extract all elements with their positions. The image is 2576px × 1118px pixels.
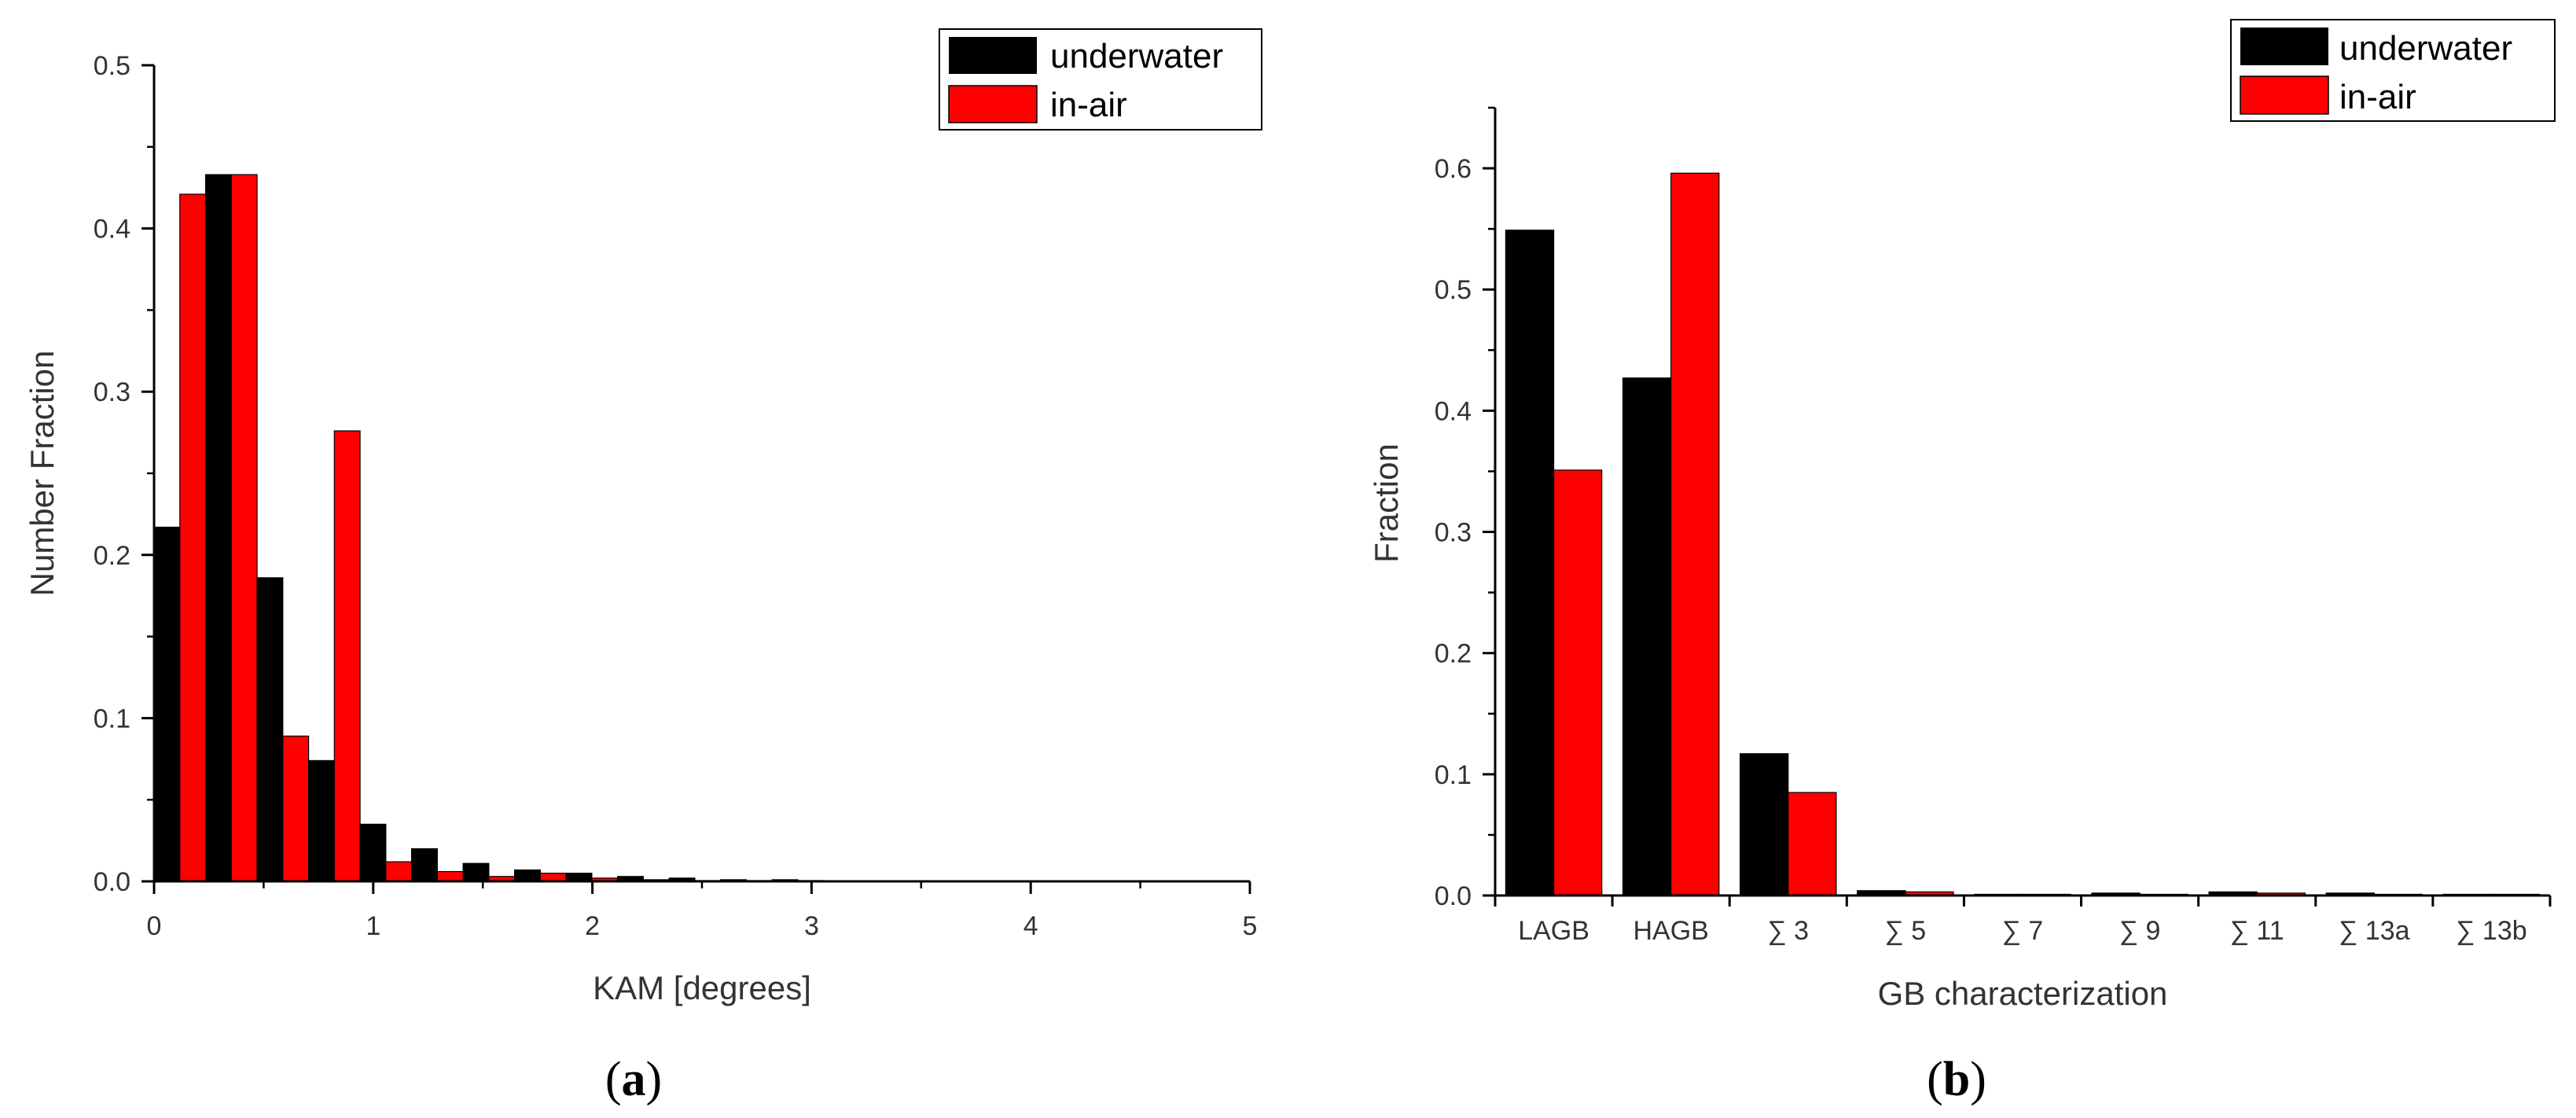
y-tick-label-b: 0.4 <box>1435 396 1472 426</box>
bar-a-in-air-7 <box>539 873 567 882</box>
x-tick-label-b: ∑ 7 <box>2002 916 2044 946</box>
legend-a: underwater in-air <box>939 28 1262 131</box>
x-tick-label-b: ∑ 5 <box>1885 916 1927 946</box>
legend-label-in-air-b: in-air <box>2339 78 2416 116</box>
x-axis-title-b: GB characterization <box>1878 975 2168 1012</box>
x-tick-label-b: HAGB <box>1633 916 1708 946</box>
y-axis-title-a: Number Fraction <box>24 351 61 597</box>
legend-swatch-in-air-b <box>2240 75 2329 115</box>
y-tick-label-a: 0.2 <box>94 541 130 571</box>
legend-swatch-in-air-a <box>948 85 1038 123</box>
legend-swatch-underwater-b <box>2240 28 2328 65</box>
legend-label-underwater-a: underwater <box>1050 37 1223 75</box>
bar-a-underwater-4 <box>359 823 387 882</box>
bar-a-in-air-1 <box>230 174 258 882</box>
bar-a-underwater-7 <box>514 869 541 882</box>
y-tick-label-b: 0.1 <box>1435 760 1472 790</box>
bar-b-in-air-2 <box>1788 792 1837 896</box>
bar-b-in-air-1 <box>1670 172 1720 896</box>
y-tick-label-a: 0.1 <box>94 704 130 734</box>
x-tick-label-b: ∑ 3 <box>1767 916 1809 946</box>
panel-label-a: (a) <box>605 1053 662 1106</box>
y-tick-label-a: 0.3 <box>94 377 130 407</box>
x-tick-label-a: 2 <box>585 911 600 941</box>
y-ticks-a: 0.0 0.1 0.2 0.3 0.4 0.5 <box>94 51 154 897</box>
bar-a-in-air-2 <box>282 735 310 882</box>
x-tick-label-a: 4 <box>1023 911 1038 941</box>
bar-a-in-air-0 <box>179 193 207 882</box>
bars-a <box>153 174 825 882</box>
x-ticks-a: 0 1 2 3 4 5 <box>147 881 1258 941</box>
y-tick-label-b: 0.0 <box>1435 881 1472 911</box>
bar-a-underwater-6 <box>462 862 490 882</box>
x-tick-label-b: ∑ 9 <box>2119 916 2161 946</box>
bar-a-underwater-8 <box>565 873 593 882</box>
x-ticks-b: LAGB HAGB ∑ 3 ∑ 5 ∑ 7 ∑ 9 ∑ 11 ∑ 13a ∑ 13b <box>1494 896 2552 946</box>
panel-label-b: (b) <box>1927 1053 1986 1106</box>
legend-label-underwater-b: underwater <box>2339 29 2512 68</box>
x-tick-label-b: ∑ 13a <box>2339 916 2410 946</box>
bar-b-underwater-2 <box>1740 753 1789 896</box>
bars-b <box>1505 172 2541 896</box>
y-tick-label-a: 0.5 <box>94 51 130 81</box>
y-tick-label-a: 0.0 <box>94 867 130 897</box>
x-axis-title-a: KAM [degrees] <box>593 969 811 1006</box>
bar-a-in-air-3 <box>333 430 361 882</box>
bar-a-underwater-5 <box>410 848 438 882</box>
panel-letter-a: a <box>622 1053 646 1106</box>
y-tick-label-b: 0.5 <box>1435 275 1472 305</box>
bar-a-underwater-1 <box>204 174 232 882</box>
legend-swatch-underwater-a <box>949 37 1037 74</box>
x-tick-label-b: ∑ 11 <box>2230 916 2284 946</box>
bar-a-underwater-2 <box>256 577 284 882</box>
y-tick-label-b: 0.6 <box>1435 154 1472 184</box>
x-tick-label-b: ∑ 13b <box>2456 916 2526 946</box>
x-tick-label-b: LAGB <box>1518 916 1589 946</box>
y-tick-label-a: 0.4 <box>94 215 130 245</box>
x-tick-label-a: 0 <box>147 911 162 941</box>
y-ticks-b: 0.0 0.1 0.2 0.3 0.4 0.5 0.6 <box>1435 106 1495 911</box>
y-tick-label-b: 0.3 <box>1435 518 1472 548</box>
bar-b-underwater-1 <box>1622 377 1672 896</box>
bar-a-in-air-5 <box>436 870 464 882</box>
y-axis-title-b: Fraction <box>1368 443 1405 563</box>
bar-a-underwater-3 <box>307 759 335 882</box>
bar-a-underwater-0 <box>153 526 181 882</box>
legend-label-in-air-a: in-air <box>1050 86 1127 124</box>
x-tick-label-a: 3 <box>804 911 819 941</box>
legend-b: underwater in-air <box>2230 19 2556 122</box>
bar-b-underwater-0 <box>1505 230 1555 896</box>
x-tick-label-a: 5 <box>1243 911 1258 941</box>
x-tick-label-a: 1 <box>366 911 380 941</box>
bar-b-in-air-0 <box>1553 469 1603 896</box>
panel-letter-b: b <box>1943 1053 1970 1106</box>
bar-a-in-air-4 <box>385 861 413 882</box>
y-tick-label-b: 0.2 <box>1435 639 1472 669</box>
chart-panel-b: 0.0 0.1 0.2 0.3 0.4 0.5 0.6 LAGB HAGB ∑ 3 ∑ 5 ∑ 7 ∑… <box>1368 19 2556 1106</box>
